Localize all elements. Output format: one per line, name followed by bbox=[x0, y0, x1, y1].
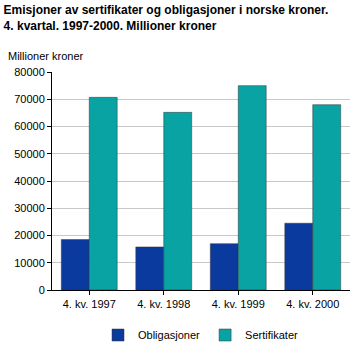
svg-text:Emisjoner av sertifikater og o: Emisjoner av sertifikater og obligasjone… bbox=[4, 3, 329, 33]
svg-text:70000: 70000 bbox=[14, 93, 45, 105]
svg-text:20000: 20000 bbox=[14, 229, 45, 241]
svg-text:0: 0 bbox=[39, 284, 45, 296]
svg-text:10000: 10000 bbox=[14, 257, 45, 269]
svg-text:Millioner kroner: Millioner kroner bbox=[8, 50, 84, 62]
svg-text:Sertifikater: Sertifikater bbox=[245, 329, 298, 341]
svg-text:60000: 60000 bbox=[14, 120, 45, 132]
svg-text:80000: 80000 bbox=[14, 66, 45, 78]
svg-text:40000: 40000 bbox=[14, 175, 45, 187]
svg-text:4. kv. 2000: 4. kv. 2000 bbox=[286, 298, 339, 310]
svg-text:4. kv. 1999: 4. kv. 1999 bbox=[212, 298, 265, 310]
svg-text:4. kv. 1998: 4. kv. 1998 bbox=[137, 298, 190, 310]
svg-text:4. kv. 1997: 4. kv. 1997 bbox=[63, 298, 116, 310]
svg-text:Obligasjoner: Obligasjoner bbox=[138, 329, 200, 341]
svg-text:50000: 50000 bbox=[14, 148, 45, 160]
svg-text:30000: 30000 bbox=[14, 202, 45, 214]
